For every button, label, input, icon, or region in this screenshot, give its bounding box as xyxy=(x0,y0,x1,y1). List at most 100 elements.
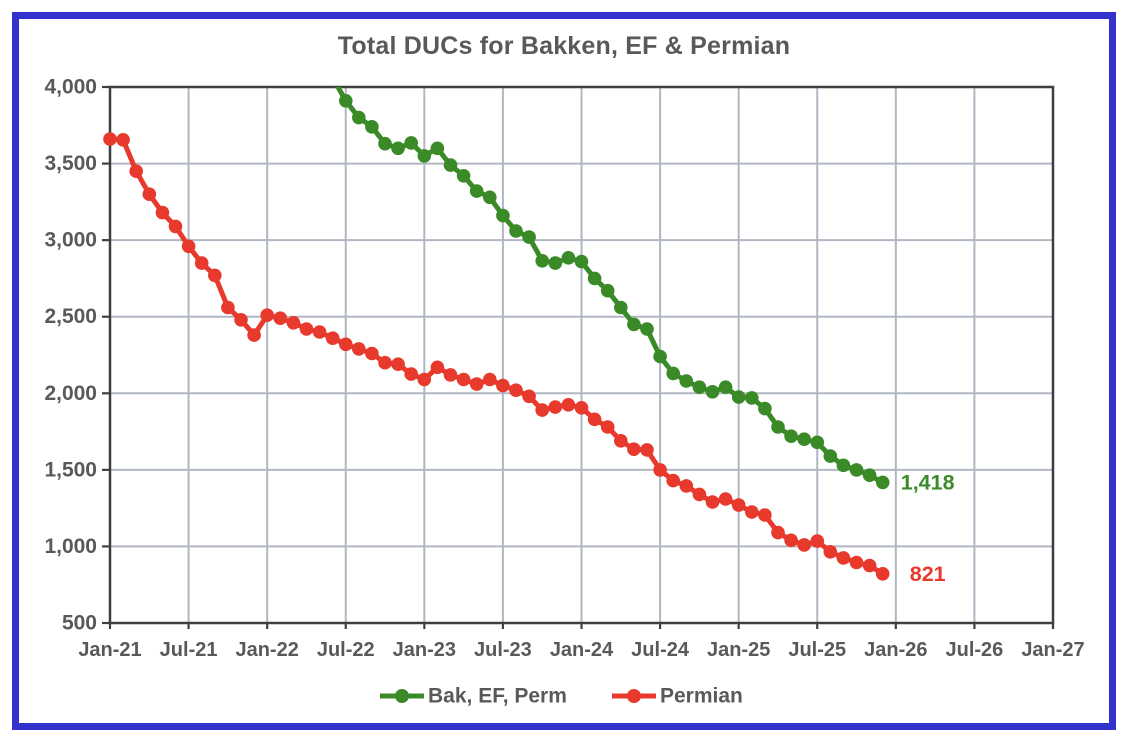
plot-gridlines xyxy=(110,87,1053,623)
data-point-marker xyxy=(456,372,471,387)
data-point-marker xyxy=(679,479,694,493)
data-point-marker xyxy=(168,219,183,234)
data-point-marker xyxy=(810,435,825,450)
data-point-marker xyxy=(627,317,641,332)
x-axis-label: Jul-26 xyxy=(946,639,1004,661)
data-point-marker xyxy=(417,149,432,163)
x-axis-label: Jan-25 xyxy=(707,639,770,661)
data-point-marker xyxy=(443,158,458,172)
data-point-marker xyxy=(155,205,170,220)
data-point-marker xyxy=(600,283,615,298)
data-point-marker xyxy=(640,322,654,336)
x-axis-label: Jul-23 xyxy=(474,639,532,661)
data-point-marker xyxy=(587,412,602,427)
legend-marker-dot xyxy=(627,689,641,703)
x-axis-label: Jan-24 xyxy=(550,639,614,661)
data-point-marker xyxy=(404,367,419,381)
legend-label: Bak, EF, Perm xyxy=(428,685,567,708)
data-point-marker xyxy=(666,473,680,488)
data-point-marker xyxy=(784,533,798,548)
data-point-marker xyxy=(836,551,851,565)
data-point-marker xyxy=(483,190,497,205)
x-axis-label: Jan-23 xyxy=(393,639,456,661)
data-point-marker xyxy=(705,385,720,399)
data-point-marker xyxy=(391,141,405,156)
data-point-marker xyxy=(823,545,838,559)
data-point-marker xyxy=(875,567,890,581)
data-point-marker xyxy=(561,398,576,412)
x-axis-label: Jul-25 xyxy=(788,639,846,661)
legend-item-bak-ef-perm: Bak, EF, Perm xyxy=(380,685,567,708)
data-point-marker xyxy=(221,300,235,315)
data-point-marker xyxy=(849,555,864,570)
data-point-marker xyxy=(535,253,549,268)
plot-border xyxy=(108,85,1055,625)
data-point-marker xyxy=(509,224,523,238)
data-point-marker xyxy=(731,498,746,512)
data-point-marker xyxy=(378,355,392,370)
data-point-marker xyxy=(692,487,707,502)
data-point-marker xyxy=(587,271,602,286)
series-end-label: 1,418 xyxy=(901,470,955,494)
chart-title: Total DUCs for Bakken, EF & Permian xyxy=(337,32,791,60)
data-point-marker xyxy=(561,250,576,265)
data-point-marker xyxy=(378,136,392,151)
data-point-marker xyxy=(483,372,497,387)
data-point-marker xyxy=(194,256,209,270)
x-axis-label: Jan-22 xyxy=(235,639,298,661)
data-point-marker xyxy=(731,390,746,404)
data-point-marker xyxy=(875,475,890,490)
data-point-marker xyxy=(312,325,327,339)
data-point-marker xyxy=(862,558,877,573)
data-point-marker xyxy=(862,468,877,483)
data-point-marker xyxy=(771,420,785,434)
data-point-marker xyxy=(326,71,340,85)
y-axis-label: 3,000 xyxy=(44,229,97,252)
y-axis-label: 2,500 xyxy=(44,305,97,328)
data-point-marker xyxy=(181,239,196,254)
data-point-marker xyxy=(365,120,379,134)
data-point-marker xyxy=(849,463,864,477)
data-point-marker xyxy=(758,508,772,522)
data-point-marker xyxy=(273,311,288,326)
data-point-marker xyxy=(509,383,523,398)
x-axis-label: Jan-27 xyxy=(1021,639,1084,661)
data-point-marker xyxy=(836,458,851,473)
data-point-marker xyxy=(718,492,733,506)
x-axis-label: Jan-26 xyxy=(864,639,927,661)
data-point-marker xyxy=(417,372,432,387)
legend-marker-dot xyxy=(395,689,409,703)
data-point-marker xyxy=(129,164,143,178)
legend-label: Permian xyxy=(660,685,743,708)
y-axis-label: 500 xyxy=(62,612,97,635)
data-point-marker xyxy=(614,434,628,448)
data-point-marker xyxy=(234,313,248,327)
series-bak-ef-perm xyxy=(326,71,890,490)
data-point-marker xyxy=(823,449,838,463)
data-point-marker xyxy=(116,133,130,147)
data-point-marker xyxy=(745,391,759,405)
data-point-marker xyxy=(692,380,707,395)
data-point-marker xyxy=(810,534,825,548)
x-axis-label: Jul-24 xyxy=(631,639,690,661)
data-point-marker xyxy=(758,401,772,416)
data-point-marker xyxy=(142,187,157,201)
data-point-marker xyxy=(352,110,366,125)
data-point-marker xyxy=(574,254,589,269)
y-axis-label: 1,500 xyxy=(44,458,97,481)
data-point-marker xyxy=(365,346,379,361)
data-point-marker xyxy=(574,401,589,415)
data-point-marker xyxy=(496,208,510,223)
data-point-marker xyxy=(653,349,667,364)
data-point-marker xyxy=(771,525,785,540)
data-point-marker xyxy=(260,308,275,323)
data-point-marker xyxy=(679,374,694,388)
data-point-marker xyxy=(469,377,484,391)
data-point-marker xyxy=(627,442,641,457)
data-point-marker xyxy=(784,429,798,444)
series-end-label: 821 xyxy=(910,562,946,586)
data-point-marker xyxy=(443,368,458,382)
data-point-marker xyxy=(653,463,667,477)
x-axis-label: Jul-21 xyxy=(160,639,218,661)
